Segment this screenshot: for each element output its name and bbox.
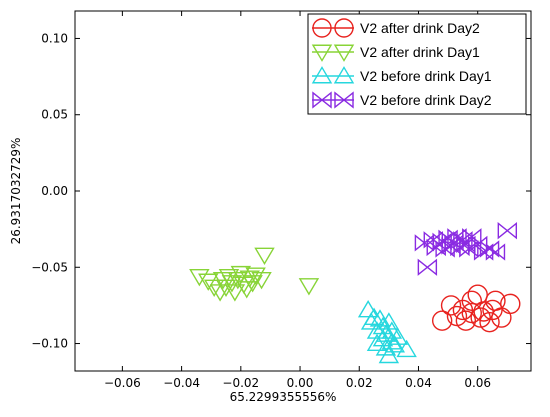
- series-3: [414, 222, 518, 276]
- data-point: [462, 228, 482, 246]
- legend-label: V2 before drink Day2: [360, 92, 492, 108]
- x-tick-label: 0.00: [287, 376, 314, 390]
- legend-marker: [333, 44, 355, 62]
- axes-layer: −0.06 −0.04 −0.02 0.00 0.02 0.04 0.06 0.10 0.05 0…: [9, 10, 532, 404]
- x-tick-label: −0.06: [104, 376, 141, 390]
- data-point: [461, 290, 482, 312]
- legend-label: V2 before drink Day1: [360, 68, 492, 84]
- x-tick-label: −0.02: [222, 376, 259, 390]
- legend-marker: [334, 91, 354, 109]
- data-point: [381, 332, 403, 350]
- y-axis-label: 26.9317032729%: [9, 138, 23, 245]
- legend-entry: V2 after drink Day2: [312, 18, 480, 38]
- data-point: [198, 273, 219, 291]
- data-point: [431, 310, 453, 331]
- data-point: [417, 258, 438, 276]
- data-point: [372, 316, 394, 335]
- legend-marker: [312, 91, 332, 109]
- legend-marker: [333, 66, 355, 84]
- legend-marker: [311, 44, 333, 62]
- data-point: [366, 321, 388, 339]
- y-tick-label: 0.10: [41, 31, 68, 45]
- data-point: [396, 339, 417, 358]
- data-point: [224, 284, 246, 302]
- data-point: [497, 222, 518, 240]
- data-point: [479, 311, 500, 333]
- data-point: [357, 300, 379, 318]
- series-1: [189, 247, 320, 302]
- legend-label: V2 after drink Day1: [360, 44, 480, 60]
- x-tick-label: 0.06: [464, 376, 491, 390]
- data-point: [209, 284, 231, 302]
- y-tick-label: 0.05: [41, 108, 68, 122]
- data-point: [203, 279, 225, 298]
- x-tick-label: 0.04: [405, 376, 432, 390]
- legend-marker: [312, 18, 332, 38]
- y-tick-label: −0.10: [31, 337, 68, 351]
- markers-layer: [189, 222, 521, 364]
- data-point: [230, 265, 252, 284]
- legend-box: [307, 13, 527, 115]
- legend-marker: [334, 18, 354, 38]
- data-point: [500, 293, 521, 315]
- data-point: [485, 243, 506, 261]
- y-tick-label: 0.00: [41, 184, 68, 198]
- y-tick-label: −0.05: [31, 260, 68, 274]
- legend-entry: V2 after drink Day1: [311, 44, 480, 62]
- data-point: [455, 310, 477, 331]
- data-point: [387, 327, 408, 345]
- data-point: [366, 333, 388, 351]
- legend-entry: V2 before drink Day2: [312, 91, 492, 109]
- legend-entry: V2 before drink Day1: [311, 66, 492, 84]
- data-point: [245, 267, 266, 285]
- legend-marker: [311, 66, 333, 84]
- series-2: [357, 300, 417, 364]
- data-point: [440, 295, 462, 316]
- data-point: [242, 275, 263, 293]
- data-point: [369, 309, 391, 327]
- legend: V2 after drink Day2 V2 after drink Day1 V2…: [307, 13, 527, 115]
- data-point: [363, 307, 385, 326]
- series-0: [431, 284, 521, 333]
- x-tick-label: −0.04: [163, 376, 200, 390]
- legend-label: V2 after drink Day2: [360, 20, 480, 36]
- data-point: [189, 268, 210, 287]
- data-point: [254, 247, 275, 265]
- data-point: [221, 275, 243, 293]
- data-point: [473, 301, 494, 322]
- x-axis-label: 65.2299355556%: [230, 390, 337, 404]
- data-point: [479, 240, 500, 258]
- x-tick-label: 0.02: [346, 376, 373, 390]
- data-point: [375, 338, 397, 356]
- data-point: [298, 278, 320, 296]
- data-point: [251, 272, 272, 290]
- data-point: [378, 345, 400, 364]
- data-point: [375, 324, 397, 342]
